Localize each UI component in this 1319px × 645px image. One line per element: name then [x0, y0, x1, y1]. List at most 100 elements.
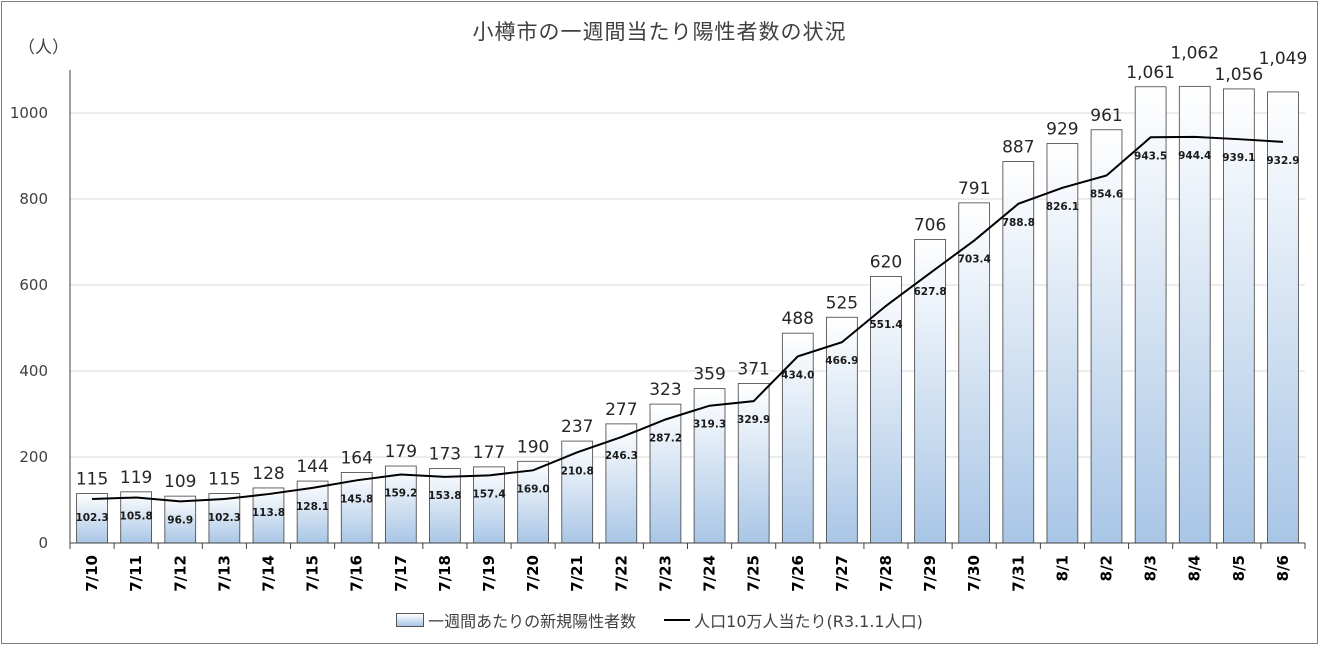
x-tick-label: 7/22: [612, 555, 630, 592]
x-tick-label: 8/2: [1098, 555, 1116, 581]
x-tick-label: 7/24: [701, 555, 719, 592]
line-value-label: 96.9: [167, 514, 193, 526]
x-tick-label: 7/21: [568, 555, 586, 592]
x-tick-label: 7/19: [480, 555, 498, 592]
bar: [164, 495, 197, 544]
bar-value-label: 929: [1046, 120, 1078, 140]
line-value-label: 932.9: [1266, 155, 1299, 167]
bar: [120, 491, 152, 544]
x-tick-label: 8/1: [1053, 555, 1071, 581]
bar: [1046, 143, 1079, 544]
bar-value-label: 791: [958, 179, 990, 199]
x-tick-label: 7/11: [127, 555, 145, 592]
line-value-label: 105.8: [120, 511, 153, 523]
bar: [517, 460, 549, 544]
bar: [76, 493, 108, 544]
legend-item-bars: 一週間あたりの新規陽性者数: [396, 608, 636, 632]
bar: [1223, 88, 1255, 544]
line-series: [92, 135, 1284, 503]
bar: [870, 275, 902, 544]
bar-value-label: 177: [473, 443, 505, 463]
x-tick-label: 7/13: [215, 555, 233, 592]
line-value-label: 102.3: [75, 512, 108, 524]
bar-value-label: 525: [826, 293, 858, 313]
x-tick-label: 8/3: [1142, 555, 1160, 581]
y-tick-label: 800: [19, 190, 48, 208]
line-value-label: 854.6: [1090, 189, 1123, 201]
y-tick-label: 200: [19, 448, 48, 466]
bar-value-label: 620: [870, 252, 902, 272]
x-tick-label: 7/12: [171, 555, 189, 592]
bar: [1002, 161, 1035, 544]
x-tick-label: 7/25: [745, 555, 763, 592]
bar-value-label: 1,062: [1170, 43, 1219, 63]
bar: [605, 423, 638, 544]
x-tick-label: 7/10: [83, 555, 101, 592]
chart-title: 小樽市の一週間当たり陽性者数の状況: [472, 20, 847, 44]
bar: [693, 388, 726, 544]
y-tick-label: 600: [19, 276, 48, 294]
legend-label-line: 人口10万人当たり(R3.1.1人口): [694, 612, 923, 631]
line-value-label: 157.4: [472, 488, 505, 500]
bar-value-label: 115: [208, 470, 240, 490]
bar-value-label: 359: [693, 365, 725, 385]
x-tick-label: 7/18: [436, 555, 454, 592]
legend-bar-swatch: [396, 613, 425, 627]
line-value-label: 145.8: [340, 493, 373, 505]
legend-label-bars: 一週間あたりの新規陽性者数: [428, 612, 637, 631]
line-value-label: 102.3: [208, 512, 241, 524]
bar: [208, 493, 241, 544]
y-axis-unit: （人）: [18, 38, 69, 58]
y-tick-label: 1000: [10, 104, 48, 122]
line-path: [92, 135, 1284, 503]
line-value-label: 329.9: [737, 414, 770, 426]
line-value-label: 939.1: [1222, 152, 1255, 164]
bar: [384, 465, 417, 544]
bar: [1090, 129, 1123, 544]
bar-value-label: 144: [296, 457, 328, 477]
bar: [914, 239, 946, 544]
x-tick-label: 7/17: [392, 555, 410, 592]
bar-value-label: 179: [385, 442, 417, 462]
bar-value-label: 190: [517, 437, 549, 457]
line-value-label: 627.8: [913, 286, 946, 298]
x-axis: 7/10 7/11 7/12 7/13 7/14 7/15 7/16 7/17 7/18 7/19…: [69, 542, 1306, 592]
bar: [958, 202, 991, 544]
x-tick-label: 8/6: [1274, 555, 1292, 581]
bar-value-label: 119: [120, 468, 152, 488]
bar: [473, 466, 505, 544]
x-tick-label: 7/14: [259, 555, 277, 592]
x-tick-label: 7/15: [304, 555, 322, 592]
x-tick-label: 8/5: [1230, 555, 1248, 581]
line-value-label: 159.2: [384, 488, 417, 500]
x-tick-label: 7/30: [965, 555, 983, 592]
bar-value-label: 887: [1002, 138, 1034, 158]
bar: [826, 316, 858, 544]
bar-value-label: 1,061: [1126, 63, 1175, 83]
legend: 一週間あたりの新規陽性者数 人口10万人当たり(R3.1.1人口): [0, 608, 1319, 632]
bar-value-label: 1,049: [1259, 49, 1308, 69]
bar-value-label: 237: [561, 417, 593, 437]
legend-line-swatch: [664, 619, 691, 621]
x-tick-label: 7/29: [921, 555, 939, 592]
bar: [561, 440, 594, 544]
x-tick-label: 7/27: [833, 555, 851, 592]
line-value-label: 944.4: [1178, 150, 1211, 162]
line-value-label: 434.0: [781, 369, 814, 381]
line-value-label: 169.0: [517, 483, 550, 495]
bar: [737, 383, 770, 544]
data-labels: 115 119 109 115 128 144 164 179 173 177 190 237 277 3…: [75, 43, 1307, 526]
line-value-label: 826.1: [1046, 201, 1079, 213]
bar: [1178, 85, 1211, 544]
bar-value-label: 371: [737, 359, 769, 379]
x-tick-label: 7/31: [1009, 555, 1027, 592]
bar: [781, 332, 814, 544]
x-tick-label: 7/20: [524, 555, 542, 592]
bar-value-label: 961: [1090, 106, 1122, 126]
x-tick-label: 7/28: [877, 555, 895, 592]
x-tick-label: 7/23: [656, 555, 674, 592]
x-tick-label: 7/16: [348, 555, 366, 592]
bar-value-label: 109: [164, 472, 196, 492]
line-value-label: 113.8: [252, 507, 285, 519]
